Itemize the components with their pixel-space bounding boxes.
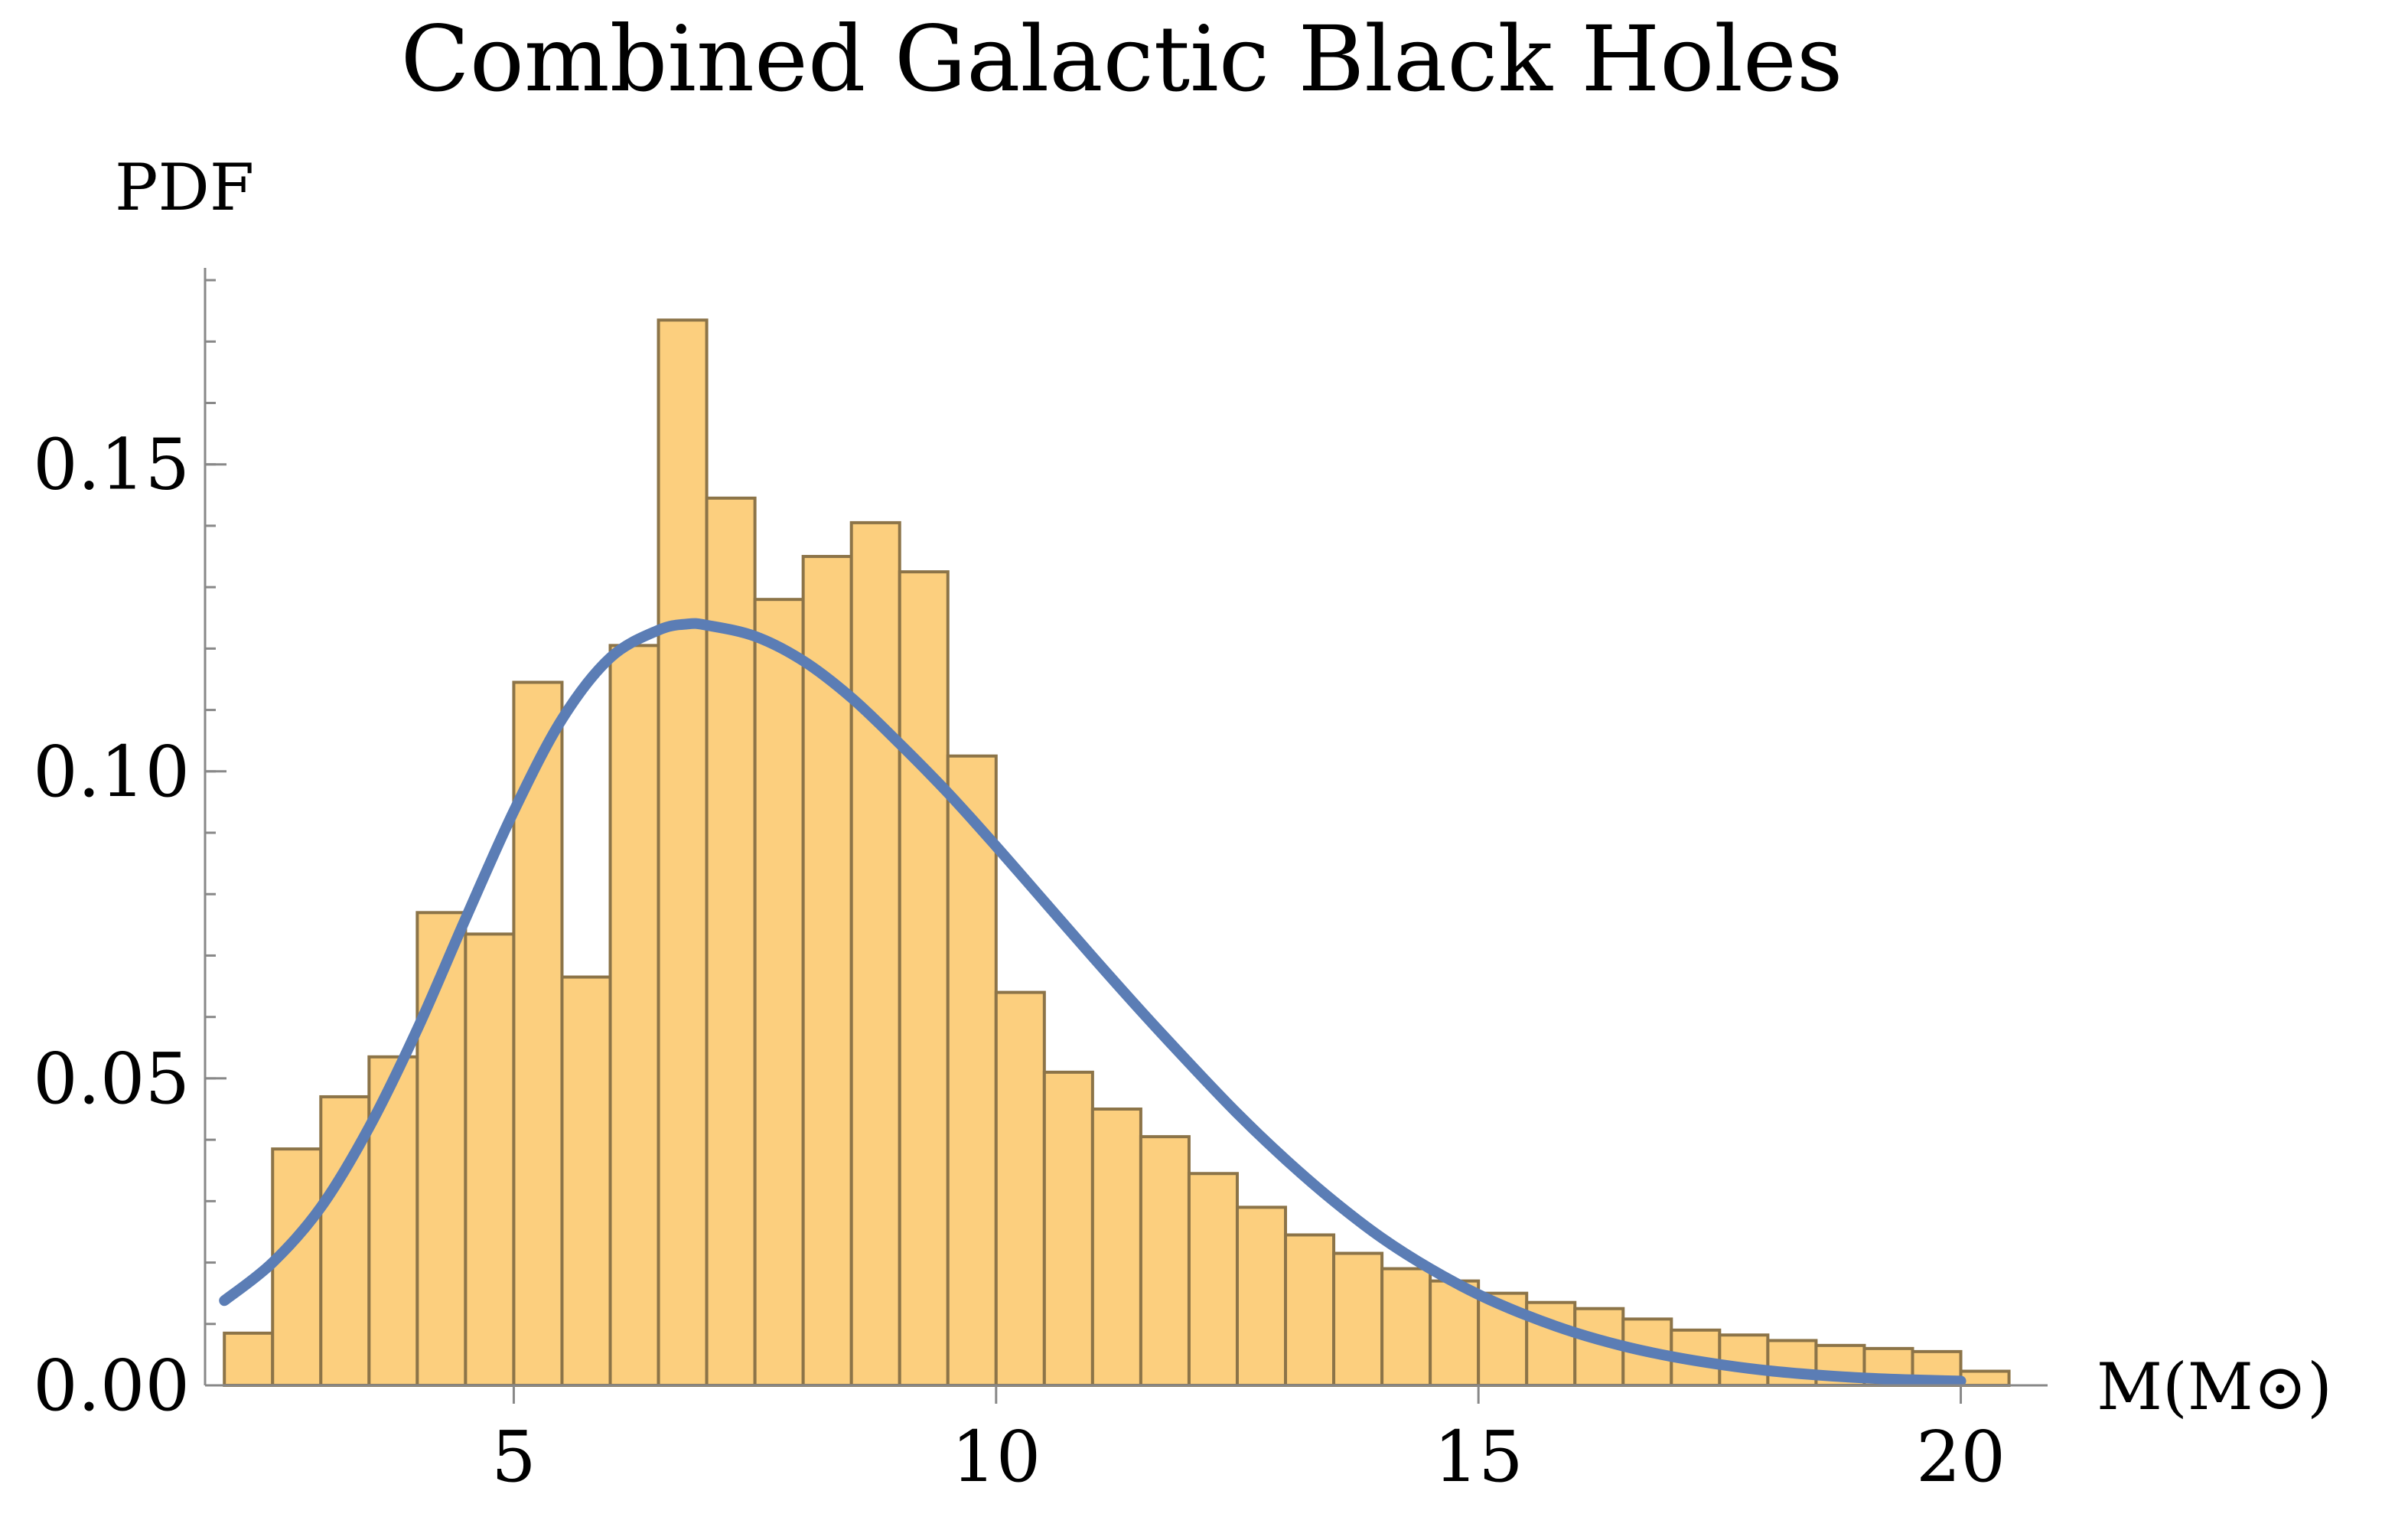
histogram-bar	[1235, 1205, 1288, 1388]
x-tick-label: 5	[491, 1416, 536, 1498]
y-tick-label: 0.05	[33, 1038, 190, 1120]
histogram-bar	[1284, 1233, 1336, 1388]
histogram-bar	[1139, 1135, 1191, 1387]
histogram-bar	[1332, 1251, 1384, 1387]
histogram-bar	[1042, 1070, 1094, 1388]
histogram-bar	[608, 644, 660, 1387]
histogram-bar	[223, 1331, 275, 1388]
histogram-bar	[849, 520, 901, 1387]
histogram-bar	[1380, 1267, 1432, 1387]
y-tick-label: 0.15	[33, 424, 190, 506]
fit-curve-line	[219, 618, 1966, 1387]
histogram-bar	[1187, 1172, 1239, 1387]
histogram-bars	[223, 318, 2011, 1388]
y-tick-label: 0.10	[33, 731, 190, 813]
histogram-bar	[1959, 1369, 2011, 1387]
x-tick-label: 10	[951, 1416, 1041, 1498]
axes: 0.00 0.05 0.10 0.15 5 10 15 20	[33, 268, 2048, 1498]
histogram-bar	[657, 318, 709, 1388]
chart-title: Combined Galactic Black Holes	[401, 6, 1843, 112]
histogram-bar	[560, 975, 612, 1387]
x-axis-title: M(M⊙)	[2097, 1349, 2332, 1424]
fit-curve-group	[219, 618, 1966, 1387]
histogram-bar	[1090, 1108, 1142, 1387]
histogram-bar	[271, 1147, 323, 1387]
x-tick-label: 15	[1434, 1416, 1523, 1498]
histogram-bar	[464, 932, 516, 1387]
y-tick-label: 0.00	[33, 1345, 190, 1427]
histogram-bar	[946, 754, 998, 1387]
y-axis-title: PDF	[115, 150, 254, 225]
histogram-bar	[753, 598, 805, 1388]
x-tick-label: 20	[1916, 1416, 2006, 1498]
histogram-bar	[898, 570, 950, 1387]
histogram-bar	[994, 990, 1046, 1387]
